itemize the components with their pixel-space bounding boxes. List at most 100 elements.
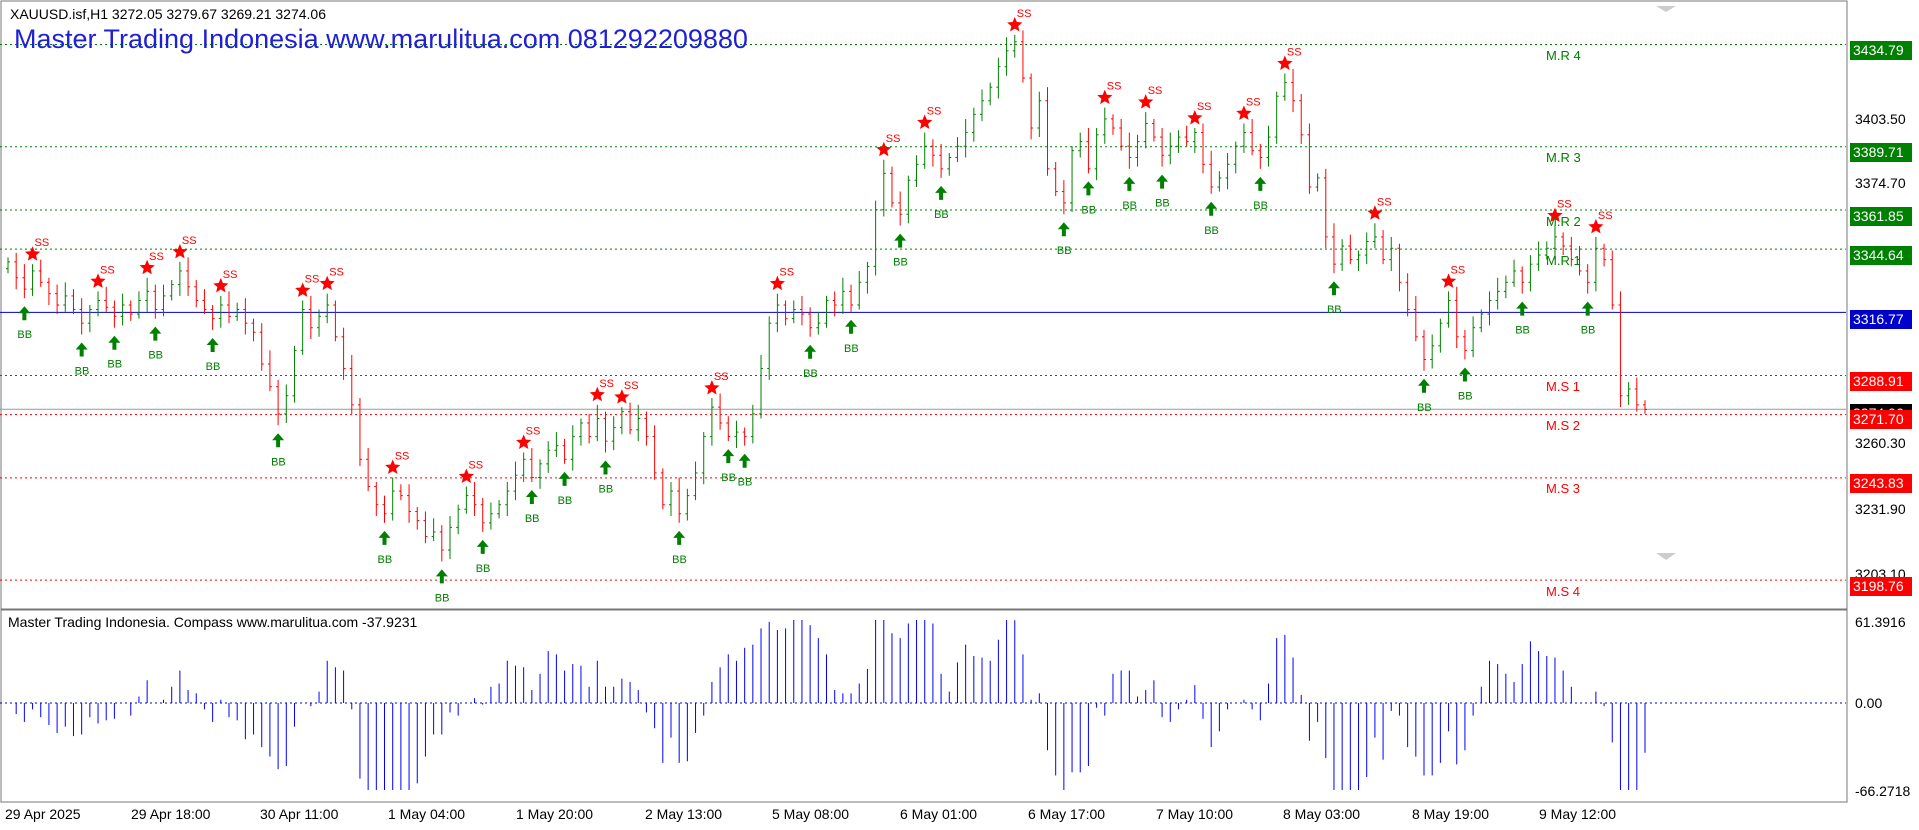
sell-signal-label: SS [1377, 196, 1392, 208]
buy-signal-arrow [1458, 367, 1471, 382]
buy-signal-label: BB [1458, 390, 1473, 402]
sell-signal-label: SS [1246, 96, 1261, 108]
level-name-ms3: M.S 3 [1546, 481, 1580, 496]
buy-signal-label: BB [1581, 325, 1596, 337]
buy-signal-arrow [1057, 222, 1070, 237]
sell-signal-label: SS [526, 426, 541, 438]
sell-signal-star [90, 273, 106, 288]
buy-signal-label: BB [107, 359, 122, 371]
price-axis-label: 3260.30 [1855, 435, 1906, 451]
buy-signal-arrow [108, 335, 121, 350]
level-name-mr3: M.R 3 [1546, 150, 1581, 165]
sell-signal-star [589, 386, 605, 402]
sell-signal-label: SS [100, 264, 115, 276]
buy-signal-arrow [1327, 281, 1340, 296]
price-axis-label: 3374.70 [1855, 175, 1906, 191]
sell-signal-star [319, 275, 335, 291]
buy-signal-arrow [525, 490, 538, 504]
sell-signal-star [24, 246, 41, 261]
price-axis-label: 3231.90 [1855, 501, 1906, 517]
sell-signal-label: SS [1148, 85, 1163, 97]
buy-signal-label: BB [672, 554, 687, 566]
sell-signal-star [516, 434, 532, 449]
sell-signal-label: SS [1557, 199, 1572, 211]
buy-signal-label: BB [148, 350, 163, 362]
level-tag-ms2: 3271.70 [1850, 410, 1912, 429]
sell-signal-star [917, 114, 933, 129]
buy-signal-arrow [1205, 201, 1218, 216]
scroll-marker-bottom[interactable] [1656, 553, 1676, 560]
sell-signal-label: SS [1598, 210, 1613, 222]
sell-signal-label: SS [182, 235, 197, 247]
buy-signal-arrow [149, 326, 162, 341]
buy-signal-label: BB [525, 513, 540, 525]
level-tag-ms3: 3243.83 [1850, 474, 1912, 493]
buy-signal-arrow [435, 569, 448, 584]
compass-histogram [15, 620, 1646, 790]
time-label: 1 May 04:00 [388, 806, 466, 822]
sell-signal-star [704, 380, 720, 395]
buy-signal-arrow [18, 306, 31, 321]
buy-signal-label: BB [844, 343, 859, 355]
buy-signal-arrow [75, 342, 88, 357]
buy-signal-label: BB [271, 456, 286, 468]
buy-signal-arrow [935, 185, 948, 200]
sell-signal-star [1138, 94, 1154, 109]
level-name-ms2: M.S 2 [1546, 418, 1580, 433]
sell-signal-label: SS [1287, 47, 1302, 59]
time-label: 5 May 08:00 [772, 806, 850, 822]
buy-signal-arrow [894, 233, 907, 248]
sell-signal-label: SS [305, 273, 320, 285]
indicator-title: Master Trading Indonesia. Compass www.ma… [8, 614, 418, 630]
buy-signal-arrow [558, 471, 571, 486]
time-label: 29 Apr 18:00 [131, 806, 211, 822]
sell-signal-star [1097, 89, 1113, 104]
sell-signal-star [213, 277, 229, 293]
time-label: 29 Apr 2025 [5, 806, 81, 822]
buy-signal-arrow [1254, 176, 1267, 191]
sell-signal-star [1236, 105, 1252, 120]
sell-signal-label: SS [1197, 101, 1212, 113]
level-tag-mr3: 3389.71 [1850, 143, 1912, 162]
buy-signal-label: BB [1327, 304, 1342, 316]
sell-signal-label: SS [1451, 264, 1466, 276]
sell-signal-star [876, 141, 892, 157]
buy-signal-label: BB [476, 563, 491, 575]
buy-signal-arrow [599, 460, 612, 475]
scroll-marker-top[interactable] [1656, 6, 1676, 12]
level-tag-mr1: 3344.64 [1850, 246, 1912, 265]
sell-signal-label: SS [1107, 81, 1122, 93]
buy-signal-arrow [1516, 301, 1529, 316]
sell-signal-star [1007, 17, 1023, 32]
buy-signal-label: BB [599, 484, 614, 496]
buy-signal-label: BB [206, 361, 221, 373]
buy-signal-arrow [804, 344, 817, 359]
main-chart-frame [0, 0, 1848, 610]
time-label: 1 May 20:00 [516, 806, 594, 822]
buy-signal-label: BB [1057, 245, 1072, 257]
buy-signal-arrow [1418, 378, 1431, 393]
sell-signal-label: SS [886, 133, 901, 145]
sell-signal-label: SS [599, 378, 614, 390]
buy-signal-label: BB [1417, 402, 1432, 414]
time-label: 7 May 10:00 [1156, 806, 1234, 822]
sell-signal-label: SS [468, 460, 483, 472]
buy-signal-label: BB [893, 257, 908, 269]
time-label: 8 May 03:00 [1283, 806, 1361, 822]
sell-signal-star [1441, 273, 1457, 288]
sell-signal-star [614, 389, 630, 404]
sell-signal-star [1187, 110, 1203, 125]
sell-signal-star [1588, 218, 1604, 234]
level-name-mr2: M.R 2 [1546, 214, 1581, 229]
level-tag-mr2: 3361.85 [1850, 207, 1912, 226]
sell-signal-label: SS [624, 380, 639, 392]
buy-signal-label: BB [75, 366, 90, 378]
sell-signal-star [1277, 55, 1293, 70]
sell-signal-label: SS [779, 267, 794, 279]
buy-signal-label: BB [1122, 200, 1137, 212]
sell-signal-label: SS [35, 237, 50, 249]
level-tag-ms4: 3198.76 [1850, 577, 1912, 596]
buy-signal-arrow [272, 433, 285, 448]
sell-signal-label: SS [1017, 8, 1032, 20]
